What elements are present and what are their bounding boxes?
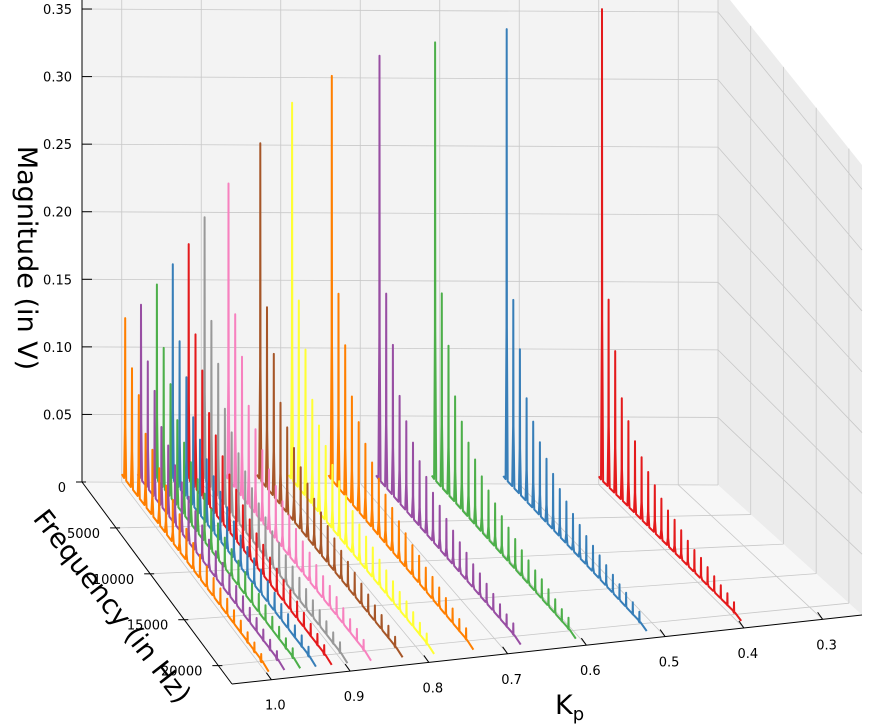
spectrum-line: [375, 54, 522, 646]
x-tick: [344, 663, 351, 672]
x-tick-label: 0.9: [344, 690, 365, 705]
x-tick: [738, 620, 745, 629]
z-gridline-back: [81, 8, 719, 13]
chart-series: [120, 8, 743, 673]
x-tick: [580, 637, 587, 646]
z-tick-label: 0.05: [43, 408, 72, 423]
chart-axes: [76, 0, 863, 685]
z-tick-label: 0.25: [43, 138, 72, 153]
x-tick-label: 0.8: [423, 681, 444, 696]
x-tick: [265, 672, 272, 680]
spectrum-line: [256, 142, 404, 658]
z-tick-label: 0.10: [43, 341, 72, 356]
x-tick-label: 0.6: [580, 664, 601, 679]
spectrum-line: [224, 182, 372, 662]
z-gridline-back: [81, 76, 719, 80]
spectrum-line: [152, 283, 302, 669]
x-tick-label: 0.5: [659, 656, 680, 671]
x-gridline-floor: [598, 484, 745, 629]
x-tick-label: 1.0: [265, 699, 286, 714]
spectrum-line: [597, 8, 743, 622]
z-gridline-right: [717, 11, 863, 190]
x-tick-label: 0.4: [738, 647, 759, 662]
spectrum-line: [120, 317, 270, 673]
y-tick-label: 10000: [93, 573, 134, 588]
z-gridline-right: [717, 417, 863, 555]
x-tick: [817, 612, 824, 620]
y-gridline-floor: [184, 573, 817, 621]
z-gridline-back: [81, 143, 719, 148]
y-tick-label: 20000: [161, 665, 202, 680]
spectrum-line: [287, 101, 435, 655]
z-gridline-right: [717, 79, 863, 251]
z-gridline-back: [81, 211, 719, 216]
spectrum-line: [327, 74, 475, 651]
x-tick-label: 0.3: [816, 638, 837, 653]
x-axis-label-main: K: [555, 690, 574, 721]
chart-tick-labels: 0.05 0.10 0.15 0.20 0.25 0.30 0.35 0 5000 10000 15…: [43, 3, 837, 714]
x-tick-label: 0.7: [501, 673, 522, 688]
z-tick-label: 0.30: [43, 71, 72, 86]
spectrum-line: [184, 243, 333, 666]
z-gridline-right: [717, 349, 863, 494]
x-tick: [423, 655, 430, 663]
x-axis-label: Kp: [555, 690, 584, 725]
y-tick-label: 5000: [67, 527, 100, 542]
spectrum-line: [168, 263, 317, 668]
z-gridline-right: [717, 214, 863, 373]
x-axis-line: [231, 614, 863, 685]
x-gridline-floor: [121, 481, 272, 680]
y-tick-label: 15000: [127, 619, 168, 634]
spectrum-line: [430, 41, 577, 640]
z-gridline-right: [717, 282, 863, 433]
x-tick: [659, 629, 666, 637]
spectrum-line: [502, 28, 648, 632]
y-axis-line: [81, 481, 233, 685]
z-axis-label: Magnitude (in V): [11, 146, 42, 370]
z-gridline-right: [717, 146, 863, 312]
spectrum-line: [136, 303, 286, 671]
x-tick: [502, 646, 509, 655]
x-axis-label-subscript: p: [573, 704, 584, 725]
z-tick-label: 0.35: [43, 3, 72, 18]
y-tick-label: 0: [58, 481, 66, 496]
z-tick-label: 0.15: [43, 273, 72, 288]
chart-panes: [82, 0, 862, 684]
x-gridline-floor: [677, 484, 823, 620]
spectrum-line: [200, 216, 349, 664]
z-tick-label: 0.20: [43, 206, 72, 221]
right-pane: [718, 0, 862, 615]
